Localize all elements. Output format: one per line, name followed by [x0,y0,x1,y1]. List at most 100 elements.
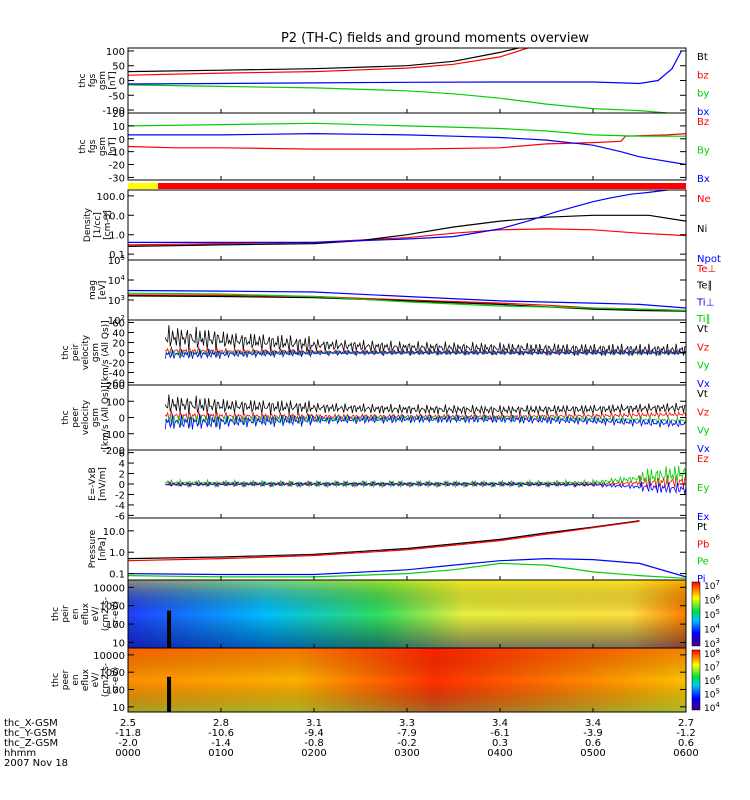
y-axis-label: en [71,674,81,685]
y-tick-label: -100 [102,106,125,117]
footer-value: -6.1 [490,728,510,739]
y-tick-label: 0 [119,135,125,146]
legend-label-Vx: Vx [697,444,710,455]
y-tick-label: 103 [108,294,125,307]
panel-2: 20 10 0 -10 -20-30 thc fgs gsm [nT] Bz By Bx [78,109,710,185]
y-tick-label: 1.0 [109,548,125,559]
y-axis-label: (cm2-s- [101,597,111,631]
y-tick-label: 50 [112,62,125,73]
y-tick-label: 20 [112,109,125,120]
footer-date: 2007 Nov 18 [4,758,68,769]
series-group [128,190,686,247]
footer-row-label: thc_Z-GSM [4,738,58,749]
y-axis-label: velocity [81,399,91,435]
y-axis-label: gsm [98,137,108,156]
y-tick-exponent: 4 [121,274,126,282]
y-axis-label: [cm-3] [103,210,113,240]
legend-label-Bz: Bz [697,117,709,128]
legend-label-Vx: Vx [697,379,710,390]
y-axis-label: thc [78,73,88,87]
y-axis-label: eV/ [91,606,101,622]
legend-label-Pe: Pe [697,557,709,568]
y-tick-label: 100.0 [96,192,125,203]
series-line-by [128,84,668,113]
colorbar-exponent: 4 [715,623,720,631]
y-axis-label: [mV/m] [98,467,108,501]
footer-value: -1.4 [211,738,231,749]
panel-1: 100 50 0 -50 -100 thc fgs gsm [nT] Bt bz by bx [78,47,709,118]
y-tick-label: 10000 [93,651,125,662]
legend-label-Pt: Pt [697,522,707,533]
y-tick-label: -100 [102,430,125,441]
y-axis-label: fgs [88,73,98,87]
footer-value: 0500 [580,748,605,759]
series-line-By [128,122,686,137]
y-axis-label: Pressure [88,529,98,568]
series-group [128,520,686,579]
footer-value: -9.4 [304,728,324,739]
series-line-Ex [164,480,686,495]
y-axis-label: gsm [91,343,101,362]
y-tick-label: 0 [119,349,125,360]
legend-label-Ti∥: Ti∥ [696,314,711,325]
y-tick-label: 0 [119,77,125,88]
orbit-footer: thc_X-GSM 2.5 2.8 3.1 3.3 3.4 3.4 2.7 thc_Y-GSM -… [4,718,699,769]
series-group [164,325,686,360]
y-axis-label: fgs [88,139,98,153]
y-tick-label: 0.1 [109,250,125,261]
y-tick-label: 10 [112,638,125,649]
panel-3: 100.0 10.0 1.0 0.1 Density [1/cc] [cm-3] Ne Ni Np… [83,189,721,265]
colorbar-label: 107 [704,579,720,592]
legend-label-Vz: Vz [697,407,709,418]
y-axis-label: [km/s (All Qs)] [101,385,111,449]
y-tick-label: 1000 [100,668,125,679]
y-tick-label: 4 [119,459,125,470]
y-tick-exponent: 2 [121,314,125,322]
footer-value: 3.3 [399,718,415,729]
legend-label-Te∥: Te∥ [696,281,713,292]
legend-label-Pb: Pb [697,539,709,550]
panel-frame [127,189,687,261]
footer-value: 0200 [301,748,326,759]
status-bar [128,183,686,189]
y-axis-label: peir [61,605,71,623]
y-tick-label: 0 [119,414,125,425]
data-gap [167,610,172,648]
y-axis-label: thc [61,345,71,359]
legend-label-Te⊥: Te⊥ [696,264,716,275]
y-axis-label: thc [61,410,71,424]
legend-label-By: By [697,146,710,157]
legend-label-Ez: Ez [697,454,709,465]
series-line-Pt [128,520,640,560]
y-tick-label: -20 [109,359,125,370]
y-axis-label: mag [88,280,98,300]
series-line-Npot [128,190,668,243]
series-line-Vt [164,394,686,417]
series-line-Ey [164,465,686,489]
y-tick-label: 10 [112,703,125,714]
y-tick-label: 1000 [100,602,125,613]
series-line-Vx [164,348,686,360]
y-tick-label: -200 [102,446,125,457]
y-tick-label: 104 [108,274,126,287]
y-tick-label: 10 [112,122,125,133]
footer-row-label: hhmm [4,748,36,759]
legend-label-Ey: Ey [697,483,709,494]
colorbar-label: 106 [704,674,720,687]
y-tick-label: 2 [119,470,125,481]
colorbar-label: 104 [704,623,720,636]
footer-value: 3.1 [306,718,322,729]
legend-label-Pi: Pi [697,574,706,585]
y-tick-label: -4 [115,501,125,512]
colorbar [691,649,701,711]
footer-value: 2.8 [213,718,229,729]
series-line-Pi [128,557,686,578]
panel-frame [127,112,687,181]
colorbar-exponent: 7 [715,579,719,587]
colorbar-label: 107 [704,661,720,674]
legend-label-Vt: Vt [697,324,708,335]
footer-value: 3.4 [492,718,508,729]
footer-value: 2.7 [678,718,694,729]
